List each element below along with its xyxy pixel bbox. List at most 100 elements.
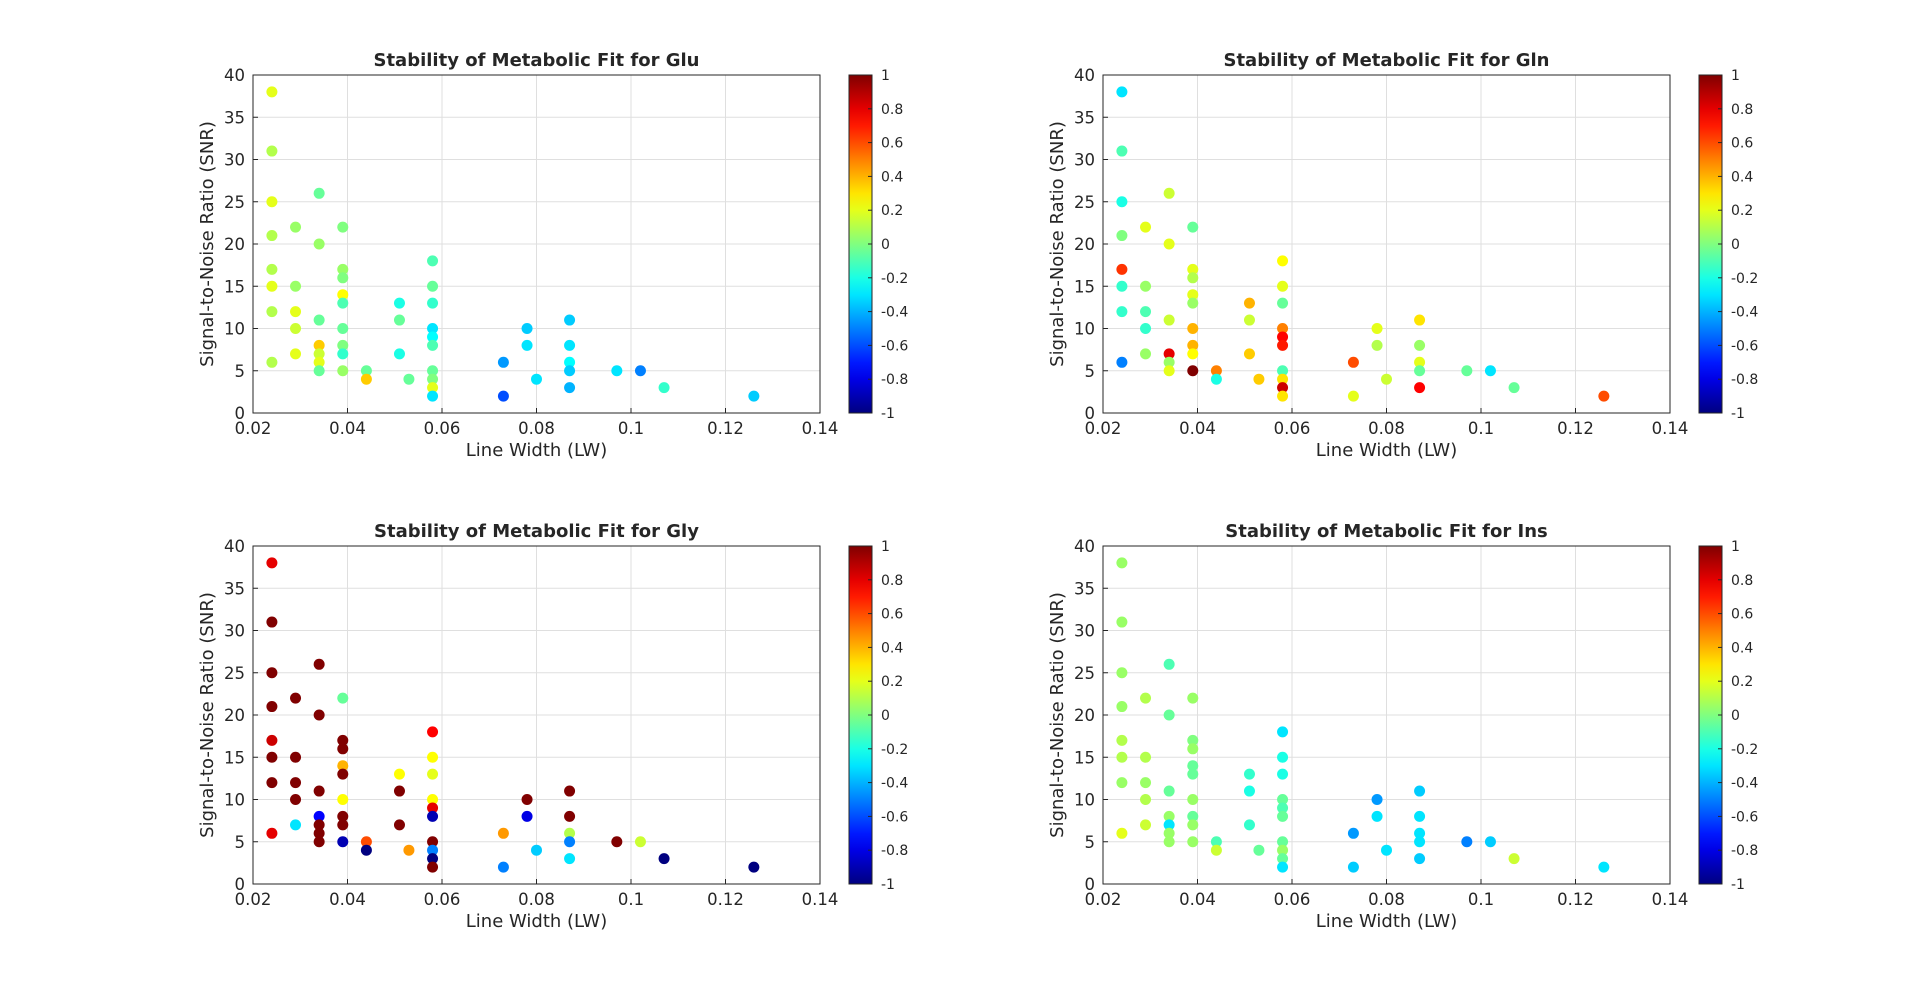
data-point (313, 658, 325, 670)
data-point (1163, 709, 1175, 721)
data-point (1116, 827, 1128, 839)
data-point (1187, 743, 1199, 755)
x-tick-label: 0.12 (1557, 890, 1594, 909)
data-point (337, 692, 349, 704)
data-point (313, 348, 325, 360)
colorbar-tick-label: -0.2 (1731, 742, 1758, 758)
x-tick-label: 0.02 (1085, 419, 1122, 438)
data-point (564, 810, 576, 822)
data-point (1277, 390, 1289, 402)
x-tick-label: 0.04 (1179, 419, 1216, 438)
colorbar-tick-label: 0 (1731, 237, 1740, 253)
colorbar-tick-label: -0.2 (1731, 271, 1758, 287)
y-tick-label: 30 (1074, 151, 1095, 170)
data-point (427, 382, 439, 394)
x-tick-label: 0.02 (235, 890, 272, 909)
colorbar-tick-label: 0.4 (881, 640, 903, 656)
y-tick-label: 10 (1074, 791, 1095, 810)
data-point (290, 221, 302, 233)
data-point (1277, 853, 1289, 865)
x-axis-label: Line Width (LW) (466, 911, 607, 932)
y-tick-label: 0 (1085, 875, 1096, 894)
data-point (313, 314, 325, 326)
data-point (1277, 726, 1289, 738)
data-point (393, 785, 405, 797)
data-point (266, 557, 278, 569)
data-point (1381, 373, 1392, 385)
data-point (1371, 339, 1383, 351)
data-point (427, 390, 439, 402)
data-point (427, 836, 439, 848)
y-tick-label: 40 (1074, 537, 1095, 556)
data-point (1277, 810, 1289, 822)
x-tick-label: 0.12 (707, 419, 744, 438)
colorbar-tick-label: 0.8 (1731, 573, 1753, 589)
data-point (337, 272, 349, 284)
data-point (337, 297, 349, 309)
data-point (1187, 272, 1199, 284)
data-point (337, 263, 349, 275)
y-axis-label: Signal-to-Noise Ratio (SNR) (197, 592, 218, 838)
data-point (393, 314, 405, 326)
x-tick-label: 0.02 (1085, 890, 1122, 909)
data-point (1277, 373, 1289, 385)
y-tick-label: 10 (1074, 320, 1095, 339)
data-point (1414, 836, 1426, 848)
data-point (1277, 836, 1289, 848)
y-tick-label: 25 (1074, 664, 1095, 683)
data-point (266, 827, 278, 839)
colorbar-tick-label: 1 (881, 539, 890, 555)
data-point (266, 701, 278, 713)
data-point (337, 339, 349, 351)
data-point (1414, 810, 1426, 822)
x-tick-label: 0.04 (329, 890, 366, 909)
data-point (337, 365, 349, 377)
data-point (564, 356, 576, 368)
data-point (1187, 734, 1199, 746)
data-point (427, 768, 439, 780)
y-axis-label: Signal-to-Noise Ratio (SNR) (1047, 592, 1068, 838)
y-axis-label: Signal-to-Noise Ratio (SNR) (197, 121, 218, 367)
x-tick-label: 0.08 (518, 890, 555, 909)
data-point (497, 861, 509, 873)
x-tick-label: 0.14 (802, 419, 839, 438)
y-tick-label: 0 (235, 875, 246, 894)
data-point (1187, 836, 1199, 848)
colorbar-tick-label: -0.6 (1731, 809, 1758, 825)
data-point (1187, 692, 1199, 704)
data-point (266, 356, 278, 368)
data-point (1243, 785, 1255, 797)
data-point (564, 365, 576, 377)
data-point (1347, 390, 1359, 402)
y-tick-label: 5 (1085, 833, 1096, 852)
data-point (427, 861, 439, 873)
data-point (1508, 382, 1520, 394)
data-point (497, 827, 509, 839)
data-point (266, 667, 278, 679)
data-point (1140, 306, 1152, 318)
data-point (360, 844, 372, 856)
y-tick-label: 35 (1074, 579, 1095, 598)
y-tick-label: 40 (224, 537, 245, 556)
x-tick-label: 0.14 (802, 890, 839, 909)
colorbar-tick-label: -0.8 (881, 843, 908, 859)
x-tick-label: 0.1 (1468, 890, 1494, 909)
data-point (1140, 323, 1152, 334)
data-point (531, 844, 542, 856)
data-point (634, 836, 646, 848)
data-point (1116, 667, 1128, 679)
colorbar-tick-label: -0.6 (881, 338, 908, 354)
data-point (1187, 263, 1199, 275)
data-point (1371, 794, 1383, 805)
data-point (1163, 187, 1175, 199)
data-point (1484, 365, 1496, 377)
colorbar-tick-label: -0.8 (1731, 843, 1758, 859)
data-point (1414, 827, 1426, 839)
y-tick-label: 40 (1074, 66, 1095, 85)
y-tick-label: 30 (1074, 622, 1095, 641)
chart-title: Stability of Metabolic Fit for Glu (373, 50, 699, 71)
y-tick-label: 30 (224, 622, 245, 641)
colorbar-tick-label: 0.4 (1731, 640, 1753, 656)
data-point (290, 306, 302, 318)
data-point (564, 314, 576, 326)
